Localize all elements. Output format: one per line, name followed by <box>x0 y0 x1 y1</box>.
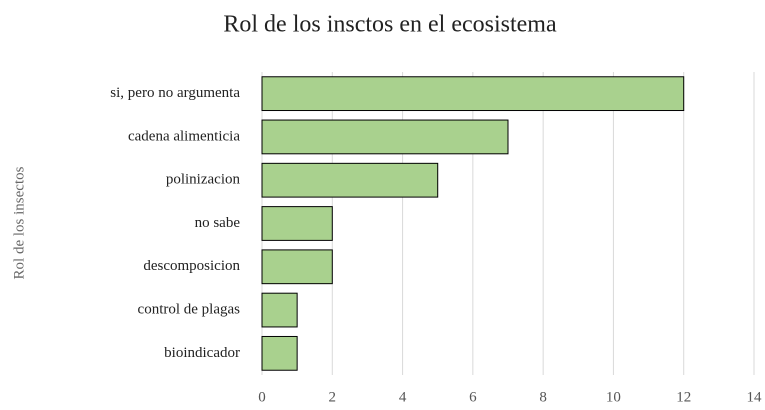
bar <box>261 249 333 285</box>
bar <box>261 206 333 241</box>
bar <box>261 119 509 155</box>
bar <box>261 292 298 328</box>
x-tick-label: 12 <box>676 389 691 405</box>
y-tick-label: polinizacion <box>166 172 241 188</box>
y-tick-label: control de plagas <box>138 302 241 318</box>
x-tick-label: 14 <box>747 389 763 405</box>
y-axis-label: Rol de los insectos <box>11 166 27 279</box>
x-tick-label: 8 <box>539 389 547 405</box>
chart-title: Rol de los insctos en el ecosistema <box>223 12 557 38</box>
bar <box>261 335 298 371</box>
y-tick-label: bioindicador <box>164 345 240 361</box>
bar <box>261 76 685 112</box>
y-tick-label: si, pero no argumenta <box>110 85 240 101</box>
bar <box>261 162 439 198</box>
y-tick-label: no sabe <box>195 215 241 231</box>
x-tick-label: 4 <box>399 389 407 405</box>
x-tick-label: 6 <box>469 389 477 405</box>
x-tick-label: 10 <box>606 389 621 405</box>
y-tick-label: cadena alimenticia <box>128 128 240 144</box>
x-tick-label: 0 <box>258 389 266 405</box>
y-tick-label: descomposicion <box>143 258 240 274</box>
x-tick-label: 2 <box>329 389 337 405</box>
